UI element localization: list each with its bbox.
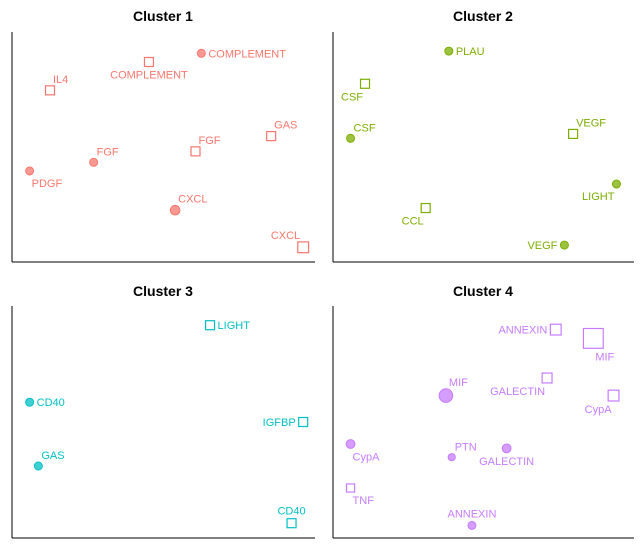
panel-title: Cluster 2 bbox=[453, 8, 513, 24]
point-label: VEGF bbox=[527, 240, 557, 252]
point-label: PTN bbox=[455, 442, 477, 454]
panel-title: Cluster 1 bbox=[133, 8, 193, 24]
point-marker bbox=[549, 323, 562, 336]
point-marker bbox=[190, 146, 201, 157]
point-marker bbox=[447, 453, 456, 462]
point-marker bbox=[25, 166, 35, 176]
point-label: GAS bbox=[41, 450, 64, 462]
point-label: CD40 bbox=[277, 506, 305, 518]
point-marker bbox=[33, 461, 43, 471]
point-marker bbox=[541, 372, 553, 384]
point-label: CSF bbox=[354, 122, 376, 134]
point-marker bbox=[169, 204, 181, 216]
point-label: COMPLEMENT bbox=[110, 69, 188, 81]
point-label: CXCL bbox=[178, 193, 207, 205]
point-marker bbox=[467, 520, 477, 530]
point-label: COMPLEMENT bbox=[208, 48, 286, 60]
panel-title: Cluster 4 bbox=[453, 283, 513, 299]
point-marker bbox=[607, 389, 620, 402]
point-marker bbox=[286, 518, 297, 529]
point-label: PLAU bbox=[456, 46, 485, 58]
point-label: IL4 bbox=[53, 74, 68, 86]
point-marker bbox=[611, 179, 621, 189]
point-label: CSF bbox=[341, 91, 363, 103]
cluster-panel-3: Cluster 3 LIGHT CD40 IGFBP GAS CD40 bbox=[11, 283, 315, 539]
point-marker bbox=[559, 240, 569, 250]
point-label: GALECTIN bbox=[490, 386, 545, 398]
point-marker bbox=[297, 241, 310, 254]
point-marker bbox=[345, 439, 356, 449]
point-label: CCL bbox=[402, 216, 424, 228]
point-label: CypA bbox=[585, 404, 613, 416]
point-marker bbox=[444, 46, 454, 56]
point-marker bbox=[567, 128, 579, 140]
point-label: IGFBP bbox=[263, 417, 296, 429]
point-label: GAS bbox=[274, 120, 297, 132]
point-marker bbox=[266, 131, 277, 142]
point-label: MIF bbox=[449, 377, 468, 389]
point-label: CypA bbox=[353, 451, 381, 463]
point-marker bbox=[420, 202, 431, 214]
point-marker bbox=[582, 327, 604, 349]
cluster-panel-2: Cluster 2 PLAU CSF CSF VEGF LIGHT CCL VEGF bbox=[332, 8, 634, 263]
point-marker bbox=[25, 397, 35, 407]
point-marker bbox=[196, 48, 206, 58]
point-label: GALECTIN bbox=[479, 456, 534, 468]
point-marker bbox=[143, 56, 155, 68]
point-marker bbox=[438, 388, 454, 403]
point-marker bbox=[359, 78, 371, 89]
point-label: ANNEXIN bbox=[447, 508, 496, 520]
point-marker bbox=[345, 483, 356, 493]
point-marker bbox=[298, 416, 309, 428]
point-label: ANNEXIN bbox=[498, 325, 547, 337]
cluster-panel-4: Cluster 4 ANNEXIN MIF GALECTIN MIF CypA CypA PT… bbox=[332, 283, 634, 539]
point-label: FGF bbox=[199, 135, 221, 147]
point-label: VEGF bbox=[576, 117, 606, 129]
point-marker bbox=[89, 157, 99, 167]
point-label: CXCL bbox=[271, 230, 300, 242]
point-marker bbox=[44, 85, 56, 96]
point-marker bbox=[501, 443, 512, 454]
point-label: PDGF bbox=[32, 178, 63, 190]
point-label: LIGHT bbox=[582, 191, 615, 203]
point-label: CD40 bbox=[37, 397, 65, 409]
point-marker bbox=[204, 320, 216, 331]
point-label: MIF bbox=[595, 351, 614, 363]
point-label: TNF bbox=[353, 495, 375, 507]
cluster-panel-1: Cluster 1 COMPLEMENT COMPLEMENT IL4 GAS FGF FG… bbox=[11, 8, 315, 263]
point-label: LIGHT bbox=[218, 320, 251, 332]
point-marker bbox=[346, 133, 356, 143]
point-label: FGF bbox=[97, 146, 119, 158]
panel-title: Cluster 3 bbox=[133, 283, 193, 299]
